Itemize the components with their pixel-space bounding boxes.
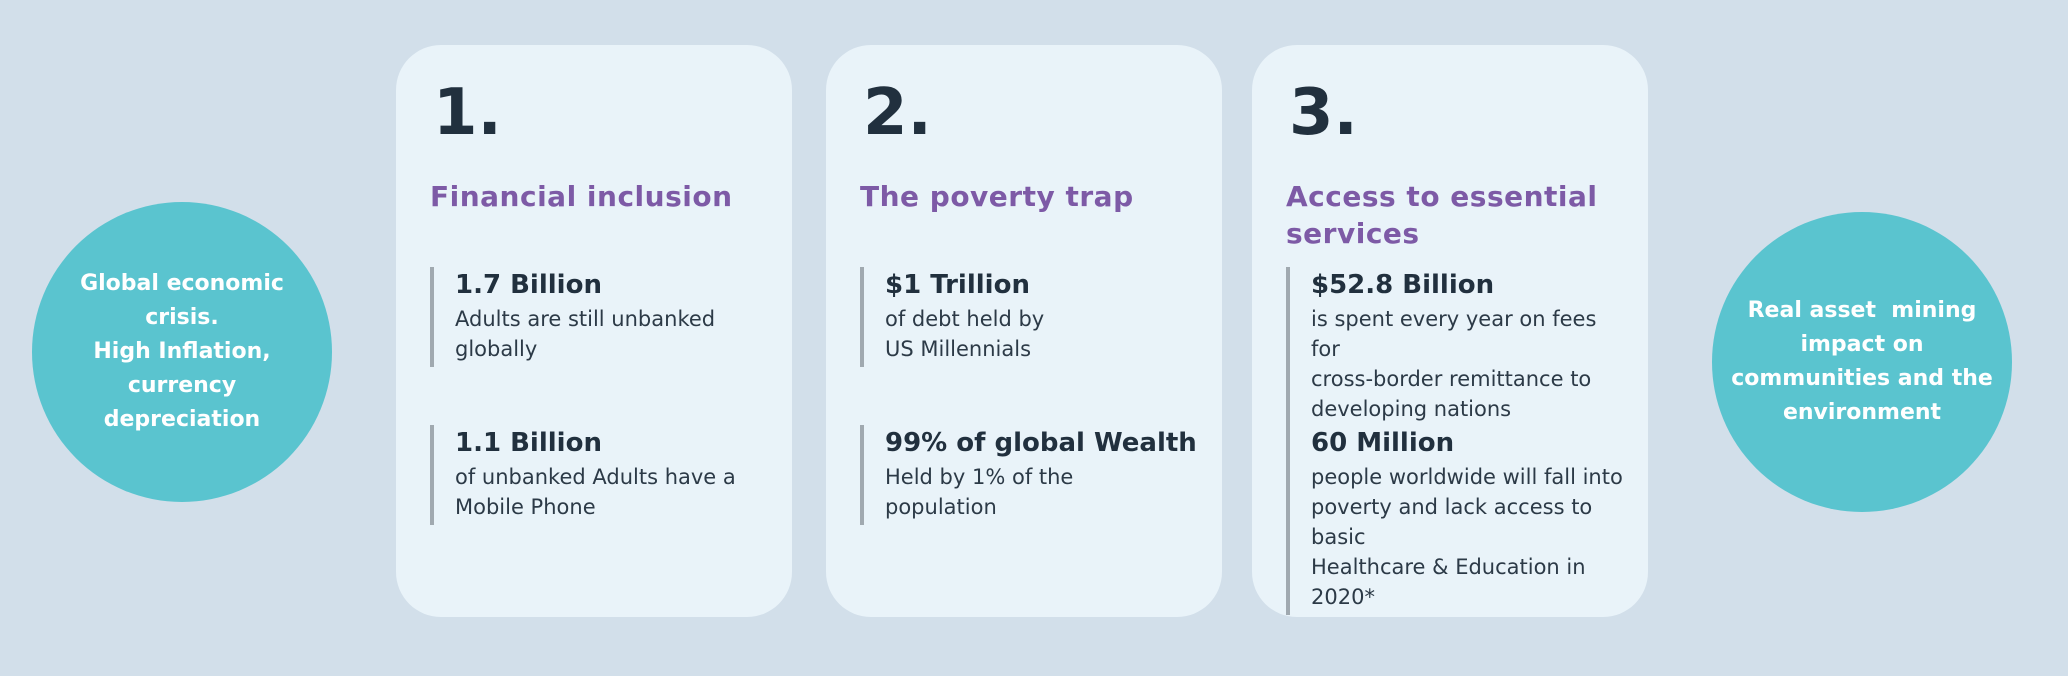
stat-value: 1.7 Billion <box>455 270 602 300</box>
stat-value: $52.8 Billion <box>1311 270 1495 300</box>
left-bubble-text: Global economic crisis. High Inflation, … <box>80 271 284 432</box>
left-bubble-global-economic-crisis: Global economic crisis. High Inflation, … <box>32 202 332 502</box>
card-title: Access to essential services <box>1286 180 1598 250</box>
right-bubble-text: Real asset mining impact on communities … <box>1731 298 1993 425</box>
stat-value: 60 Million <box>1311 428 1455 458</box>
stat-unbanked-adults: 1.7 Billion Adults are still unbanked gl… <box>430 267 715 367</box>
card-number: 2. <box>863 76 932 150</box>
card-number: 1. <box>433 76 502 150</box>
stat-millennial-debt: $1 Trillion of debt held by US Millennia… <box>860 267 1044 367</box>
stat-description: of debt held by US Millennials <box>885 307 1045 361</box>
card-title: Financial inclusion <box>430 180 733 213</box>
card-financial-inclusion: 1. Financial inclusion 1.7 Billion Adult… <box>396 45 792 617</box>
card-title: The poverty trap <box>860 180 1134 213</box>
stat-description: of unbanked Adults have a Mobile Phone <box>455 465 736 519</box>
stat-description: Held by 1% of the population <box>885 465 1074 519</box>
stat-value: 99% of global Wealth <box>885 428 1197 458</box>
stat-remittance-fees: $52.8 Billion is spent every year on fee… <box>1286 267 1631 427</box>
stat-value: $1 Trillion <box>885 270 1030 300</box>
stat-poverty-healthcare-education: 60 Million people worldwide will fall in… <box>1286 425 1631 615</box>
stat-description: Adults are still unbanked globally <box>455 307 716 361</box>
stat-unbanked-mobile-phone: 1.1 Billion of unbanked Adults have a Mo… <box>430 425 736 525</box>
stat-value: 1.1 Billion <box>455 428 602 458</box>
stat-description: people worldwide will fall into poverty … <box>1311 465 1623 609</box>
right-bubble-asset-mining-impact: Real asset mining impact on communities … <box>1712 212 2012 512</box>
card-number: 3. <box>1289 76 1358 150</box>
card-access-essential-services: 3. Access to essential services $52.8 Bi… <box>1252 45 1648 617</box>
stat-description: is spent every year on fees for cross-bo… <box>1311 307 1597 421</box>
card-poverty-trap: 2. The poverty trap $1 Trillion of debt … <box>826 45 1222 617</box>
stat-global-wealth: 99% of global Wealth Held by 1% of the p… <box>860 425 1197 525</box>
